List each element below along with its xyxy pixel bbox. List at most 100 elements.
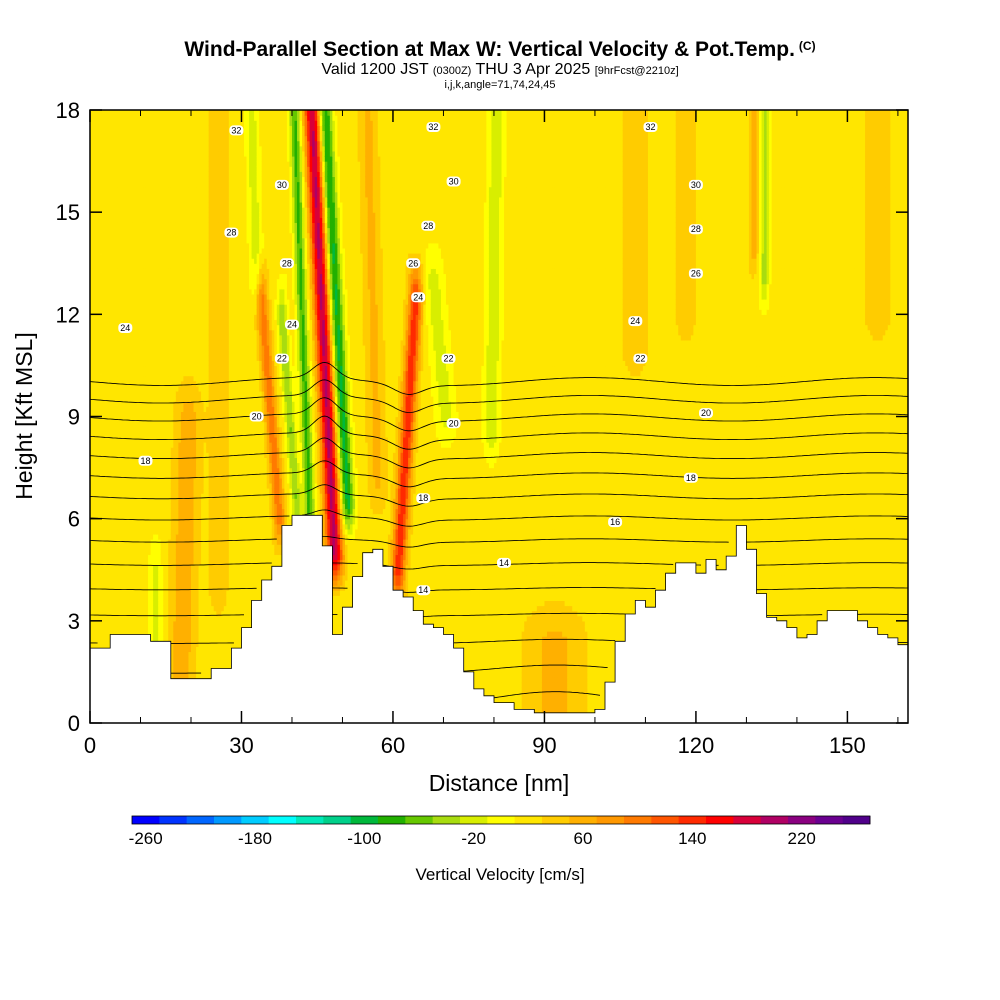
theta-contour-label: 24 xyxy=(411,292,426,303)
valid-zulu: (0300Z) xyxy=(433,65,472,77)
theta-contour xyxy=(90,379,908,413)
colorbar-tick-label: -180 xyxy=(238,829,272,848)
theta-contour-label: 20 xyxy=(699,408,713,419)
y-tick-label: 9 xyxy=(68,405,80,430)
valid-time: Valid 1200 JST (0300Z) THU 3 Apr 2025 [9… xyxy=(0,62,1000,79)
theta-contour-label: 26 xyxy=(406,258,421,269)
colorbar-swatch xyxy=(460,816,488,824)
theta-contour-label: 22 xyxy=(441,353,456,364)
x-axis-title: Distance [nm] xyxy=(429,770,570,796)
colorbar-swatch xyxy=(624,816,652,824)
y-tick-label: 12 xyxy=(56,302,80,327)
colorbar-swatch xyxy=(132,816,160,824)
theta-contour xyxy=(488,691,601,700)
colorbar-swatch xyxy=(678,816,707,824)
x-tick-label: 150 xyxy=(829,733,866,758)
colorbar-swatch xyxy=(241,816,270,824)
colorbar-tick-label: 60 xyxy=(574,829,593,848)
colorbar: -260 -180 -100 -20 60 140 220 xyxy=(129,815,871,848)
theta-contour-label: 32 xyxy=(426,122,441,132)
chart-title-suffix: (C) xyxy=(799,39,816,53)
theta-contour-label: 14 xyxy=(497,557,511,568)
theta-contour-label: 16 xyxy=(608,517,623,528)
theta-contour-label: 24 xyxy=(285,319,299,330)
colorbar-title: Vertical Velocity [cm/s] xyxy=(415,865,584,884)
colorbar-swatch xyxy=(214,816,242,824)
colorbar-swatch xyxy=(706,816,734,824)
colorbar-swatch xyxy=(186,816,215,824)
theta-contour-label: 24 xyxy=(628,316,643,327)
contour-labels: 32 32 32 30 30 30 28 28 28 28 26 26 24 24 24 24 22 22 22 20… xyxy=(118,122,713,596)
theta-contour xyxy=(90,587,908,593)
theta-contour-label: 18 xyxy=(683,472,698,483)
colorbar-tick-label: -20 xyxy=(461,829,486,848)
colorbar-swatch xyxy=(514,816,543,824)
potential-temperature-contours xyxy=(90,361,908,700)
theta-contour-label: 20 xyxy=(249,411,264,422)
theta-contour-label: 32 xyxy=(643,122,658,132)
y-tick-label: 15 xyxy=(56,200,80,225)
colorbar-tick-label: -260 xyxy=(129,829,163,848)
colorbar-swatch xyxy=(760,816,789,824)
x-tick-label: 0 xyxy=(84,733,96,758)
theta-contour-label: 14 xyxy=(416,585,431,596)
colorbar-swatch xyxy=(569,816,598,824)
theta-contour xyxy=(168,664,608,674)
colorbar-frame xyxy=(131,815,871,825)
theta-contour-label: 22 xyxy=(633,353,648,364)
theta-contour-label: 30 xyxy=(446,176,461,187)
colorbar-swatch xyxy=(596,816,625,824)
theta-contour xyxy=(90,484,908,507)
theta-contour-label: 24 xyxy=(118,323,133,333)
colorbar-swatch xyxy=(651,816,680,824)
title-block: Wind-Parallel Section at Max W: Vertical… xyxy=(0,34,1000,92)
valid-prefix: Valid 1200 JST xyxy=(321,61,428,78)
chart-title-main: Wind-Parallel Section at Max W: Vertical… xyxy=(184,38,795,61)
theta-contour-label: 20 xyxy=(446,418,461,429)
theta-contour xyxy=(90,397,908,432)
y-tick-label: 3 xyxy=(68,609,80,634)
colorbar-swatch xyxy=(432,816,461,824)
theta-contour xyxy=(90,361,908,395)
colorbar-swatch xyxy=(296,816,324,824)
axes: 0 30 60 90 120 150 0 3 6 9 12 15 18 xyxy=(56,98,908,758)
y-tick-label: 0 xyxy=(68,711,80,736)
theta-contour xyxy=(90,509,908,527)
x-tick-label: 120 xyxy=(678,733,715,758)
theta-contour-label: 32 xyxy=(229,125,244,136)
colorbar-tick-label: -100 xyxy=(347,829,381,848)
colorbar-swatch xyxy=(159,816,188,824)
theta-contour-label: 30 xyxy=(274,179,289,190)
theta-contour-label: 26 xyxy=(688,268,703,279)
colorbar-swatch xyxy=(842,816,871,824)
colorbar-tick-label: 220 xyxy=(788,829,816,848)
theta-contour xyxy=(90,612,908,618)
colorbar-swatch xyxy=(268,816,297,824)
colorbar-swatch xyxy=(542,816,570,824)
colorbar-swatch xyxy=(350,816,379,824)
theta-contour-label: 30 xyxy=(688,179,703,190)
theta-contour-label: 28 xyxy=(279,258,294,269)
y-axis-title: Height [Kft MSL] xyxy=(11,332,37,499)
theta-contour xyxy=(90,437,908,469)
colorbar-swatch xyxy=(815,816,844,824)
chart-title: Wind-Parallel Section at Max W: Vertical… xyxy=(0,34,1000,62)
grid-indices: i,j,k,angle=71,74,24,45 xyxy=(0,79,1000,92)
colorbar-swatch xyxy=(788,816,816,824)
x-tick-label: 60 xyxy=(381,733,405,758)
colorbar-swatch xyxy=(405,816,434,824)
colorbar-swatch xyxy=(733,816,762,824)
y-tick-label: 6 xyxy=(68,507,80,532)
theta-contour xyxy=(90,415,908,450)
colorbar-swatch xyxy=(323,816,352,824)
theta-contour-label: 28 xyxy=(421,220,436,231)
x-tick-label: 30 xyxy=(229,733,253,758)
theta-contour-label: 22 xyxy=(274,353,289,364)
theta-contour-label: 18 xyxy=(416,493,431,504)
theta-contour-label: 18 xyxy=(138,455,153,466)
y-tick-label: 18 xyxy=(56,98,80,123)
theta-contour-label: 28 xyxy=(688,224,703,235)
theta-contour xyxy=(90,638,908,644)
colorbar-swatch xyxy=(378,816,406,824)
